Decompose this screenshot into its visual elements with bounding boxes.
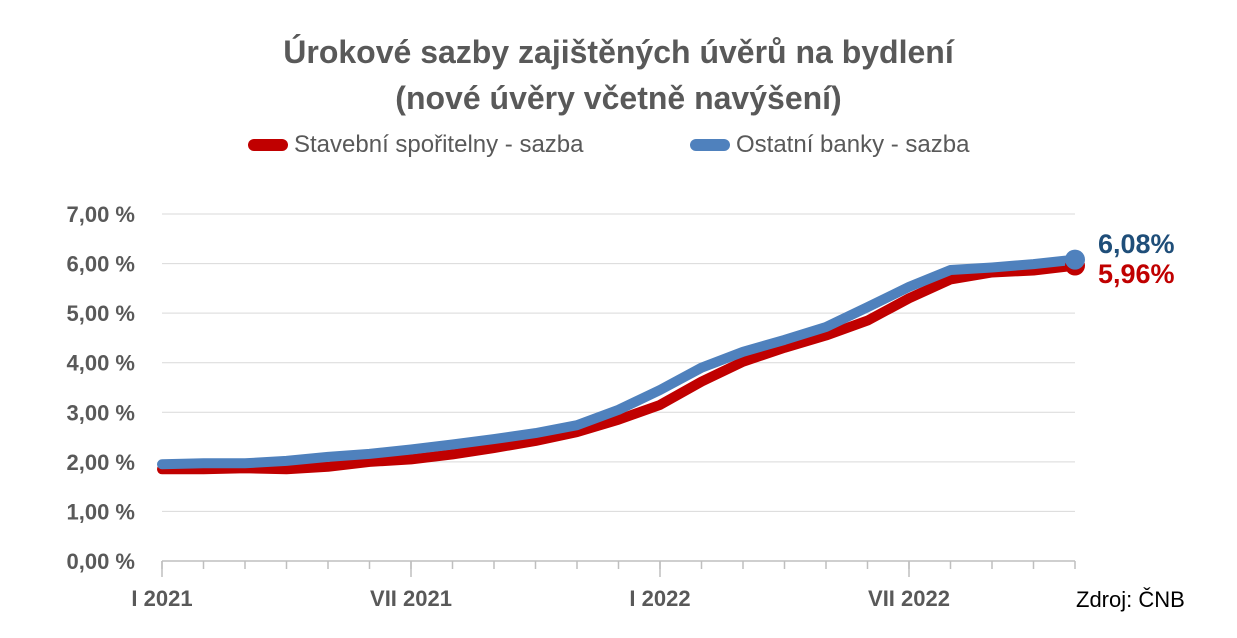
x-tick-label: VII 2021	[370, 586, 452, 611]
series-line-ostatni	[157, 254, 1080, 470]
legend-swatch-red	[248, 139, 288, 151]
legend-item-ostatni: Ostatní banky - sazba	[690, 130, 969, 160]
y-tick-label: 5,00 %	[67, 301, 136, 326]
end-label-stavebni: 5,96%	[1098, 259, 1175, 289]
legend-label-ostatni: Ostatní banky - sazba	[736, 131, 970, 158]
legend-label-stavebni: Stavební spořitelny - sazba	[294, 131, 584, 158]
end-marker-ostatni	[1065, 249, 1085, 270]
y-tick-label: 6,00 %	[67, 252, 136, 277]
source-note: Zdroj: ČNB	[1076, 587, 1185, 612]
end-label-ostatni: 6,08%	[1098, 229, 1175, 259]
y-tick-label: 4,00 %	[67, 351, 136, 376]
x-tick-label: VII 2022	[868, 586, 950, 611]
y-tick-label: 1,00 %	[67, 499, 136, 524]
y-tick-label: 2,00 %	[67, 450, 136, 475]
chart-subtitle: (nové úvěry včetně navýšení)	[395, 80, 842, 116]
x-tick-label: I 2021	[131, 586, 192, 611]
legend-item-stavebni: Stavební spořitelny - sazba	[248, 130, 584, 160]
y-tick-label: 7,00 %	[67, 202, 136, 227]
series-line-stavebni	[157, 260, 1080, 475]
chart-title: Úrokové sazby zajištěných úvěrů na bydle…	[283, 34, 954, 70]
y-tick-label: 0,00 %	[67, 549, 136, 574]
y-tick-label: 3,00 %	[67, 400, 136, 425]
legend-swatch-blue	[690, 139, 730, 151]
x-tick-label: I 2022	[629, 586, 690, 611]
